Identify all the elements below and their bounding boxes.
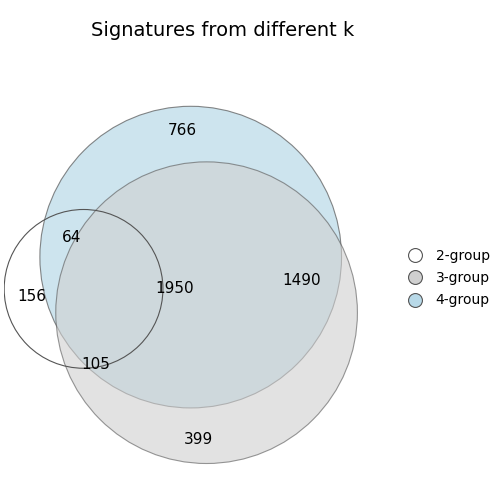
Circle shape	[56, 162, 357, 464]
Legend: 2-group, 3-group, 4-group: 2-group, 3-group, 4-group	[395, 243, 495, 313]
Text: 1490: 1490	[283, 274, 321, 288]
Text: 64: 64	[62, 230, 81, 245]
Text: 156: 156	[18, 289, 46, 304]
Text: 1950: 1950	[156, 281, 194, 296]
Title: Signatures from different k: Signatures from different k	[91, 21, 354, 40]
Text: 105: 105	[81, 357, 110, 372]
Circle shape	[40, 106, 342, 408]
Text: 399: 399	[184, 432, 213, 447]
Text: 766: 766	[168, 122, 198, 138]
